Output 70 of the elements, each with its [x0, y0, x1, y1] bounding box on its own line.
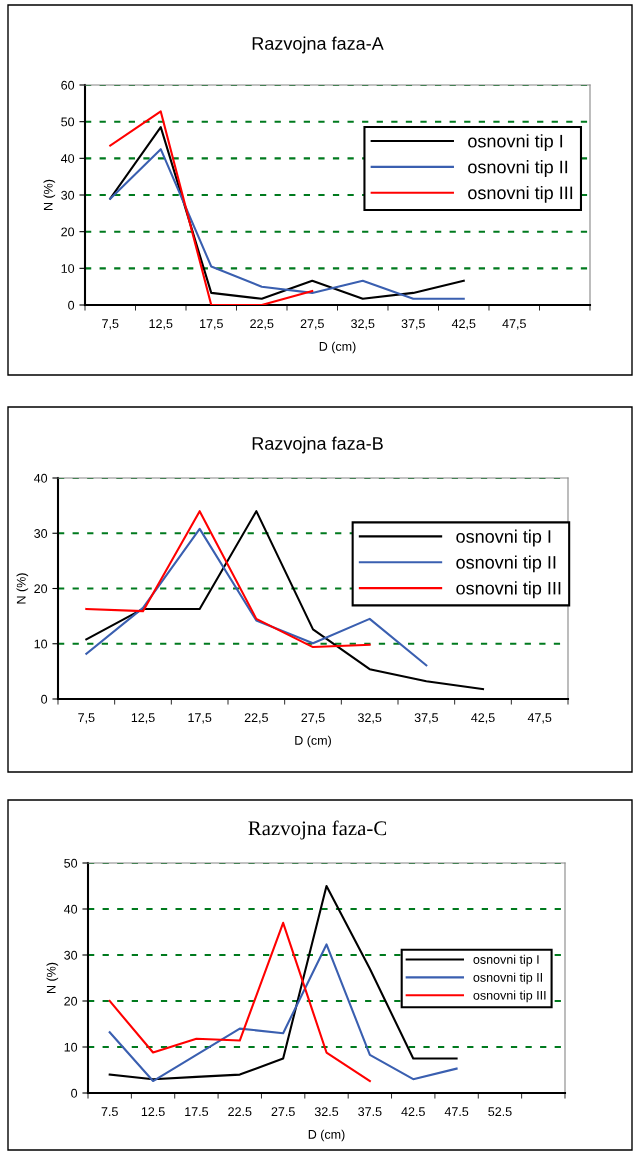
x-tick-label: 17,5 — [188, 713, 212, 724]
legend-label: osnovni tip II — [473, 972, 542, 985]
y-tick-label: 30 — [61, 190, 75, 200]
x-tick-label: 32,5 — [357, 713, 382, 724]
legend-label: osnovni tip II — [456, 555, 556, 573]
y-tick-label: 50 — [61, 117, 75, 127]
x-tick-label: 7,5 — [78, 713, 95, 724]
legend-label: osnovni tip II — [468, 160, 568, 177]
y-tick-label: 40 — [33, 473, 48, 483]
line-series — [108, 921, 371, 1083]
x-tick-label: 12.5 — [141, 1107, 165, 1117]
x-tick-label: 37.5 — [358, 1107, 382, 1117]
x-tick-label: 22,5 — [250, 319, 274, 330]
line-series — [85, 527, 428, 667]
x-axis-title: D (cm) — [308, 1129, 345, 1142]
y-tick-label: 40 — [60, 154, 75, 163]
line-series — [85, 510, 371, 649]
x-tick-label: 22.5 — [228, 1107, 252, 1117]
x-axis-title: D (cm) — [295, 735, 331, 748]
y-tick-label: 10 — [61, 264, 75, 273]
y-axis-title: N (%) — [43, 179, 56, 210]
x-tick-label: 17,5 — [200, 319, 223, 330]
y-tick-label: 60 — [61, 80, 75, 90]
y-tick-label: 0 — [68, 300, 75, 310]
y-tick-label: 20 — [61, 227, 75, 237]
legend-label: osnovni tip III — [473, 990, 546, 1003]
x-axis-title: D (cm) — [319, 341, 356, 354]
y-tick-label: 0 — [41, 694, 48, 704]
legend-label: osnovni tip III — [468, 185, 573, 203]
legend-label: osnovni tip III — [456, 581, 561, 599]
x-tick-label: 32,5 — [351, 319, 375, 330]
x-tick-label: 27,5 — [300, 319, 324, 330]
x-tick-label: 27,5 — [301, 713, 325, 724]
x-tick-label: 47.5 — [444, 1107, 469, 1117]
line-series — [109, 110, 314, 305]
y-tick-label: 10 — [64, 1042, 78, 1052]
x-tick-label: 37,5 — [414, 713, 438, 724]
chart-title: Razvojna faza-A — [252, 36, 384, 54]
y-tick-label: 30 — [34, 529, 48, 538]
legend-label: osnovni tip I — [468, 134, 563, 152]
x-tick-label: 42.5 — [401, 1107, 425, 1117]
y-tick-label: 40 — [63, 904, 78, 914]
y-tick-label: 30 — [64, 950, 78, 960]
chart-title: Razvojna faza-C — [248, 820, 387, 840]
x-tick-label: 42,5 — [451, 319, 476, 330]
x-tick-label: 47,5 — [502, 319, 526, 330]
x-tick-label: 37,5 — [401, 319, 425, 330]
x-tick-label: 7,5 — [102, 319, 119, 330]
legend-label: osnovni tip I — [456, 529, 551, 547]
y-axis-title: N (%) — [46, 962, 59, 993]
chart-title: Razvojna faza-B — [252, 436, 383, 454]
x-tick-label: 17.5 — [185, 1107, 209, 1117]
x-tick-label: 42,5 — [471, 713, 495, 724]
x-tick-label: 47,5 — [527, 713, 552, 724]
y-tick-label: 0 — [71, 1088, 78, 1098]
x-tick-label: 7.5 — [101, 1107, 118, 1117]
y-axis-title: N (%) — [16, 573, 29, 604]
y-tick-label: 50 — [64, 858, 78, 868]
line-series — [108, 943, 458, 1083]
x-tick-label: 52.5 — [488, 1107, 512, 1117]
y-tick-label: 20 — [34, 584, 48, 594]
line-series — [108, 884, 458, 1081]
x-tick-label: 22,5 — [244, 713, 268, 724]
x-tick-label: 27.5 — [271, 1107, 295, 1117]
legend-label: osnovni tip I — [473, 954, 539, 967]
y-tick-label: 10 — [34, 639, 48, 649]
x-tick-label: 32.5 — [314, 1107, 339, 1117]
x-tick-label: 12,5 — [149, 319, 173, 330]
x-tick-label: 12,5 — [131, 713, 155, 724]
y-tick-label: 20 — [64, 996, 78, 1006]
